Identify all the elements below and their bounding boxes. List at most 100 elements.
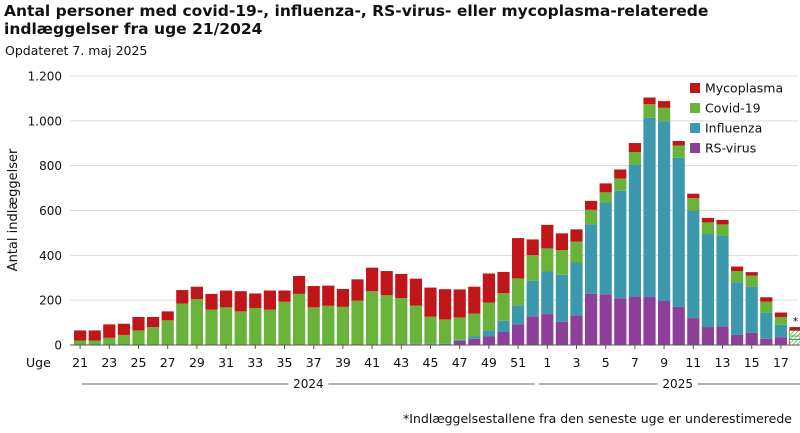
- bar-mycoplasma: [234, 291, 247, 312]
- bar-covid-19: [555, 250, 568, 275]
- bar-influenza: [760, 312, 773, 339]
- bar-mycoplasma: [453, 289, 466, 318]
- x-tick-label: 31: [218, 355, 234, 370]
- legend-label-influenza: Influenza: [705, 121, 762, 136]
- bar-influenza: [599, 202, 612, 295]
- bar-covid-19-estimated: [788, 329, 800, 337]
- x-tick-label: 45: [423, 355, 439, 370]
- bar-mycoplasma: [643, 97, 656, 105]
- bar-mycoplasma: [88, 330, 101, 341]
- bar-covid-19: [88, 340, 101, 345]
- x-tick-label: 29: [189, 355, 205, 370]
- bar-rs-virus: [468, 338, 481, 345]
- bar-rs-virus: [745, 332, 758, 345]
- bar-rs-virus: [716, 326, 729, 345]
- bar-covid-19: [658, 107, 671, 122]
- bar-covid-19: [190, 299, 203, 345]
- bar-covid-19: [482, 302, 495, 331]
- bar-covid-19: [512, 278, 525, 306]
- x-tick-label: 51: [510, 355, 526, 370]
- bar-covid-19: [176, 303, 189, 345]
- bar-covid-19: [716, 224, 729, 236]
- x-tick-label: 33: [247, 355, 263, 370]
- bar-rs-virus: [731, 334, 744, 345]
- bar-mycoplasma: [176, 290, 189, 304]
- bar-covid-19: [526, 255, 539, 281]
- bar-influenza: [541, 271, 554, 315]
- y-tick-label: 1.000: [28, 114, 62, 128]
- bar-covid-19: [409, 305, 422, 344]
- underestimated-marker: *: [793, 315, 799, 328]
- x-tick-label: 11: [685, 355, 701, 370]
- year-label: 2025: [662, 377, 693, 391]
- bar-covid-19: [103, 337, 116, 345]
- bar-influenza-estimated: [788, 335, 800, 340]
- bar-influenza: [555, 274, 568, 322]
- bar-covid-19: [74, 340, 87, 345]
- bar-mycoplasma: [147, 316, 160, 328]
- bar-rs-virus: [599, 294, 612, 345]
- bar-influenza: [701, 234, 714, 328]
- bar-mycoplasma: [512, 238, 525, 279]
- x-tick-label: 21: [72, 355, 88, 370]
- bar-mycoplasma: [424, 287, 437, 317]
- bar-influenza: [468, 336, 481, 339]
- legend-swatch-rs-virus: [690, 143, 700, 153]
- legend: Mycoplasma Covid-19 Influenza RS-virus: [690, 81, 783, 156]
- x-tick-label: 35: [277, 355, 293, 370]
- bar-mycoplasma-estimated: [789, 327, 800, 331]
- bar-mycoplasma: [409, 278, 422, 306]
- bar-mycoplasma: [351, 279, 364, 301]
- bar-mycoplasma: [380, 271, 393, 296]
- bar-covid-19: [687, 198, 700, 211]
- bar-rs-virus: [614, 298, 627, 345]
- bar-covid-19: [322, 305, 335, 345]
- bar-rs-virus: [541, 314, 554, 345]
- bar-rs-virus: [585, 293, 598, 345]
- footnote: *Indlæggelsestallene fra den seneste uge…: [403, 411, 792, 426]
- legend-label-rs-virus: RS-virus: [705, 141, 756, 156]
- bar-covid-19: [249, 308, 262, 345]
- bar-mycoplasma: [541, 224, 554, 249]
- bar-mycoplasma: [263, 290, 276, 310]
- x-tick-label: 7: [631, 355, 639, 370]
- bar-rs-virus: [512, 324, 525, 345]
- bar-covid-19: [132, 330, 145, 345]
- bar-covid-19: [468, 313, 481, 337]
- bar-covid-19: [380, 295, 393, 345]
- bar-mycoplasma: [190, 286, 203, 300]
- bar-rs-virus: [453, 340, 466, 345]
- bar-influenza: [453, 339, 466, 341]
- bar-rs-virus: [497, 331, 510, 345]
- bar-rs-virus: [526, 316, 539, 345]
- bar-mycoplasma: [293, 275, 306, 294]
- bar-mycoplasma: [687, 193, 700, 199]
- bar-rs-virus: [628, 296, 641, 345]
- bar-covid-19: [774, 316, 787, 325]
- chart-subtitle: Opdateret 7. maj 2025: [5, 43, 148, 58]
- x-tick-label: 27: [160, 355, 176, 370]
- bar-covid-19: [672, 145, 685, 158]
- bar-mycoplasma: [336, 288, 349, 307]
- bar-covid-19: [731, 271, 744, 283]
- x-tick-label: 13: [715, 355, 731, 370]
- bar-influenza: [731, 282, 744, 335]
- bar-mycoplasma: [117, 323, 130, 335]
- bar-mycoplasma: [278, 290, 291, 302]
- bar-mycoplasma: [585, 200, 598, 210]
- x-axis-title: Uge: [26, 355, 51, 370]
- bar-covid-19: [745, 275, 758, 287]
- bar-mycoplasma: [497, 271, 510, 294]
- x-tick-label: 9: [660, 355, 668, 370]
- bar-influenza: [409, 343, 422, 345]
- bar-mycoplasma: [249, 293, 262, 309]
- bar-mycoplasma: [482, 273, 495, 303]
- bar-covid-19: [366, 291, 379, 345]
- x-tick-label: 47: [452, 355, 468, 370]
- bar-mycoplasma: [774, 312, 787, 317]
- bar-covid-19: [205, 309, 218, 345]
- x-tick-label: 5: [602, 355, 610, 370]
- bar-influenza: [424, 343, 437, 345]
- chart-title: Antal personer med covid-19-, influenza-…: [4, 2, 709, 38]
